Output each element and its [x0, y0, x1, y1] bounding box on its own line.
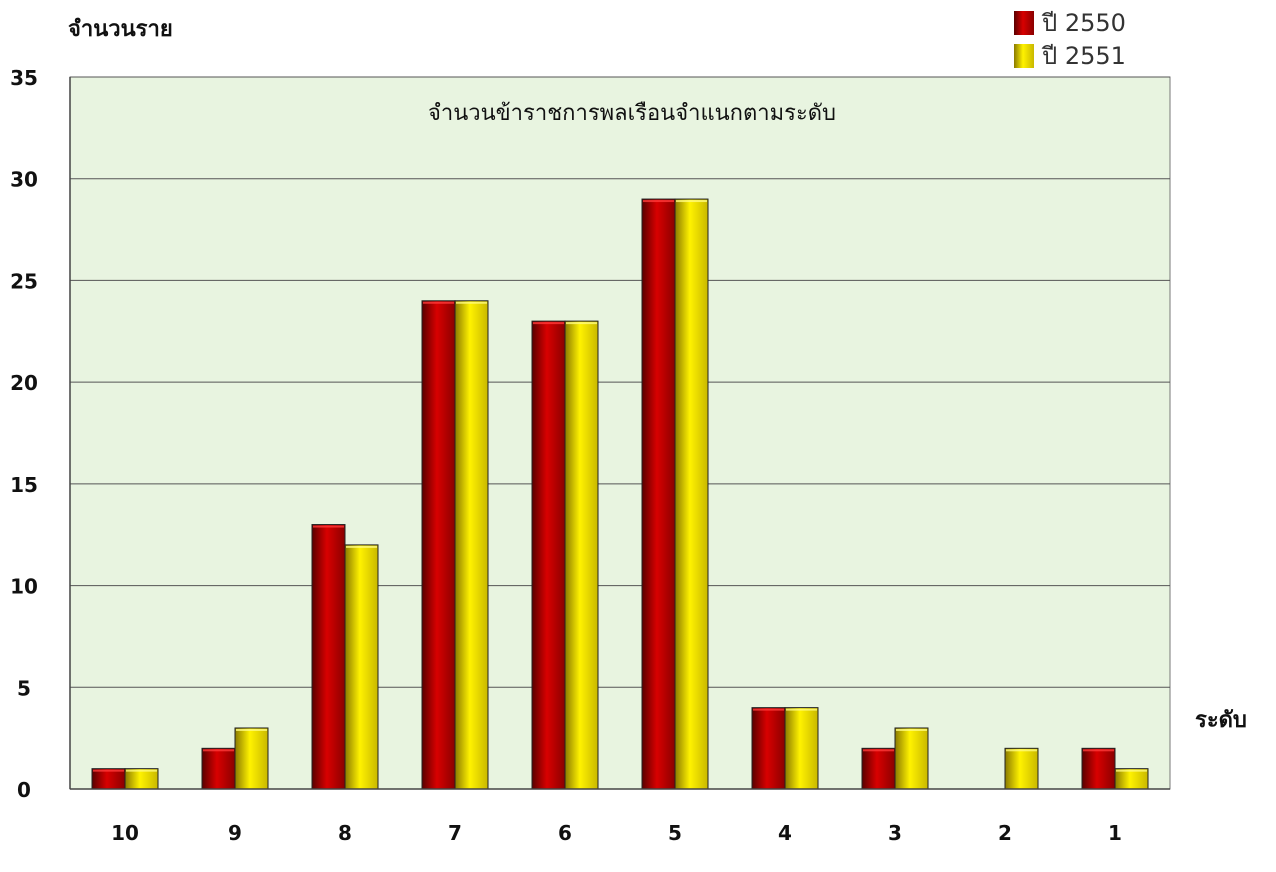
y-tick-label: 15	[10, 473, 38, 497]
bar-highlight	[236, 728, 267, 731]
bar-highlight	[203, 749, 234, 752]
x-tick-label: 8	[338, 821, 352, 845]
bar-2551	[234, 727, 269, 790]
bar-highlight	[1083, 749, 1114, 752]
bar-highlight	[896, 728, 927, 731]
y-axis-ticks: 0 5 10 15 20 25 30 35	[10, 66, 38, 802]
gridlines	[70, 76, 1170, 688]
bars	[91, 198, 1149, 790]
bar-2550	[421, 300, 456, 790]
bar-2550	[641, 198, 676, 790]
x-tick-label: 3	[888, 821, 902, 845]
y-axis-label: จำนวนราย	[68, 17, 173, 42]
bar-highlight	[533, 322, 564, 325]
x-tick-label: 2	[998, 821, 1012, 845]
x-tick-label: 10	[111, 821, 139, 845]
y-tick-label: 5	[17, 676, 31, 700]
x-axis-label: ระดับ	[1195, 708, 1247, 733]
bar-highlight	[93, 769, 124, 772]
bar-2551	[784, 707, 819, 790]
bar-highlight	[423, 301, 454, 304]
y-tick-label: 20	[10, 371, 38, 395]
bar-2551	[894, 727, 929, 790]
bar-2550	[311, 524, 346, 790]
bar-highlight	[786, 708, 817, 711]
y-tick-label: 30	[10, 168, 38, 192]
bar-2551	[564, 320, 599, 790]
bar-2551	[124, 768, 159, 790]
bar-2550	[531, 320, 566, 790]
bar-highlight	[346, 545, 377, 548]
bar-2550	[751, 707, 786, 790]
bar-2550	[91, 768, 126, 790]
bar-2551	[1114, 768, 1149, 790]
legend: ปี 2550 ปี 2551	[1014, 9, 1126, 70]
bar-2551	[454, 300, 489, 790]
y-tick-label: 25	[10, 269, 38, 293]
bar-highlight	[456, 301, 487, 304]
bar-highlight	[566, 322, 597, 325]
bar-highlight	[676, 200, 707, 203]
bar-highlight	[1006, 749, 1037, 752]
y-tick-label: 10	[10, 575, 38, 599]
bar-highlight	[753, 708, 784, 711]
y-tick-label: 35	[10, 66, 38, 90]
bar-2550	[861, 747, 896, 790]
x-tick-label: 9	[228, 821, 242, 845]
bar-2551	[344, 544, 379, 790]
chart-title: จำนวนข้าราชการพลเรือนจำแนกตามระดับ	[428, 101, 836, 126]
bar-highlight	[313, 525, 344, 528]
bar-highlight	[863, 749, 894, 752]
x-axis-ticks: 10 9 8 7 6 5 4 3 2 1	[111, 821, 1122, 845]
plot-area	[69, 76, 1171, 790]
bar-2551	[674, 198, 709, 790]
x-tick-label: 7	[448, 821, 462, 845]
y-tick-label: 0	[17, 778, 31, 802]
bar-highlight	[643, 200, 674, 203]
bar-highlight	[1116, 769, 1147, 772]
legend-label-2550: ปี 2550	[1041, 9, 1126, 37]
bar-highlight	[126, 769, 157, 772]
bar-2551	[1004, 747, 1039, 790]
bar-2550	[1081, 747, 1116, 790]
legend-label-2551: ปี 2551	[1041, 42, 1126, 70]
x-tick-label: 4	[778, 821, 792, 845]
x-tick-label: 1	[1108, 821, 1122, 845]
x-tick-label: 6	[558, 821, 572, 845]
legend-swatch-2550	[1014, 11, 1034, 35]
bar-2550	[201, 747, 236, 790]
x-tick-label: 5	[668, 821, 682, 845]
legend-swatch-2551	[1014, 44, 1034, 68]
